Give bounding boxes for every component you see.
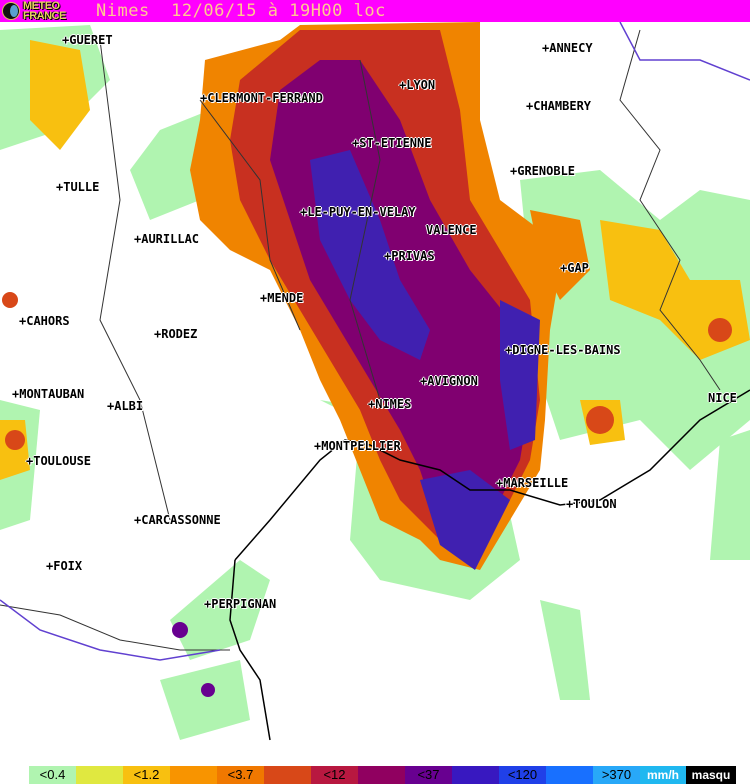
city-label: +CARCASSONNE — [134, 513, 221, 527]
legend-cell — [76, 766, 123, 784]
legend-cell — [264, 766, 311, 784]
precipitation-legend: <0.4 <1.2 <3.7 <12 <37 <120 >370 mm/h masqu — [0, 766, 750, 784]
city-label: VALENCE — [426, 223, 477, 237]
city-label: +CLERMONT-FERRAND — [200, 91, 323, 105]
legend-cell: <120 — [499, 766, 546, 784]
city-label: +LYON — [399, 78, 436, 92]
city-label: +GRENOBLE — [510, 164, 576, 178]
legend-cell: <0.4 — [29, 766, 76, 784]
city-label: +MONTAUBAN — [12, 387, 85, 401]
legend-cell: <12 — [311, 766, 358, 784]
legend-cell: <1.2 — [123, 766, 170, 784]
city-label: +CAHORS — [19, 314, 70, 328]
title-bar: METEO FRANCE Nimes 12/06/15 à 19H00 loc — [0, 0, 750, 22]
meteo-france-logo: METEO FRANCE — [0, 0, 84, 22]
city-label: +ST-ETIENNE — [352, 136, 432, 150]
isolated-cells — [2, 292, 732, 697]
legend-cell: <3.7 — [217, 766, 264, 784]
map-title: Nimes 12/06/15 à 19H00 loc — [96, 1, 386, 21]
city-label: +TOULON — [566, 497, 617, 511]
legend-cell: <37 — [405, 766, 452, 784]
borders — [0, 29, 721, 651]
city-label: +TOULOUSE — [26, 454, 92, 468]
logo-text-line1: METEO — [23, 0, 60, 12]
radar-map — [0, 22, 750, 741]
city-label: +ANNECY — [542, 41, 593, 55]
city-label: +FOIX — [46, 559, 83, 573]
city-label: +MENDE — [260, 291, 304, 305]
city-label: +MARSEILLE — [496, 476, 569, 490]
frontier — [0, 22, 750, 661]
coastline — [229, 389, 750, 741]
city-label: +PERPIGNAN — [204, 597, 277, 611]
legend-cell — [170, 766, 217, 784]
city-label: +NIMES — [368, 397, 412, 411]
city-label: +PRIVAS — [384, 249, 435, 263]
legend-cell: >370 — [593, 766, 640, 784]
city-label: +RODEZ — [154, 327, 198, 341]
city-label: +DIGNE-LES-BAINS — [505, 343, 621, 357]
logo-globe-icon — [2, 2, 20, 20]
city-label: +GUERET — [62, 33, 113, 47]
city-label: +MONTPELLIER — [314, 439, 401, 453]
legend-mask: masqu — [686, 766, 736, 784]
city-label: NICE — [708, 391, 737, 405]
city-label: +GAP — [560, 261, 589, 275]
city-label: +TULLE — [56, 180, 100, 194]
city-label: +ALBI — [107, 399, 144, 413]
city-label: +AURILLAC — [134, 232, 200, 246]
legend-cell — [358, 766, 405, 784]
legend-cell — [452, 766, 499, 784]
logo-text-line2: FRANCE — [23, 10, 66, 22]
city-label: +AVIGNON — [420, 374, 478, 388]
legend-cell — [546, 766, 593, 784]
legend-unit: mm/h — [640, 766, 686, 784]
storm-core — [310, 150, 540, 570]
city-label: +LE-PUY-EN-VELAY — [300, 205, 416, 219]
city-label: +CHAMBERY — [526, 99, 592, 113]
